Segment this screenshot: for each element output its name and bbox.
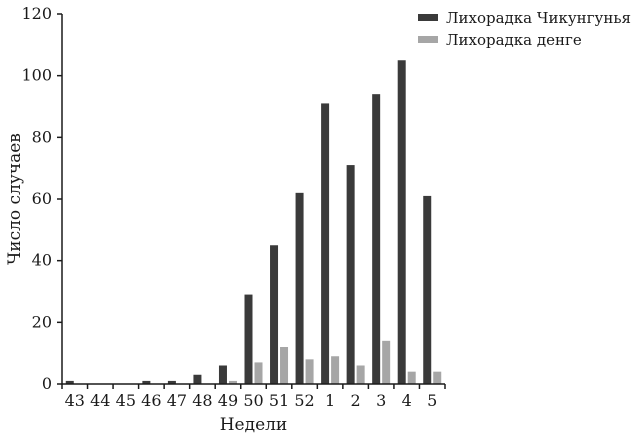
bar-series-2 [305, 359, 314, 384]
x-axis-ticks: 43 44 45 46 47 48 49 50 51 52 1 2 3 4 5 [61, 384, 446, 410]
y-axis-title: Число случаев [5, 133, 25, 265]
bar-series-2 [433, 371, 442, 384]
x-tick-label: 51 [269, 391, 289, 410]
x-tick-label: 1 [325, 391, 335, 410]
y-tick-label: 100 [21, 66, 52, 85]
bar-series-1 [397, 60, 406, 384]
x-tick-label: 5 [427, 391, 437, 410]
bar-series-1 [244, 294, 253, 384]
x-tick-label: 47 [167, 391, 187, 410]
y-tick-label: 120 [21, 4, 52, 23]
x-tick-label: 50 [243, 391, 263, 410]
bar-series-1 [321, 103, 330, 385]
x-tick-label: 46 [141, 391, 161, 410]
bar-series-2 [228, 380, 237, 384]
bar-series-1 [193, 374, 202, 384]
bar-series-2 [254, 362, 263, 384]
x-tick-label: 44 [90, 391, 110, 410]
x-axis-title: Недели [220, 415, 288, 435]
bar-series-2 [280, 347, 289, 384]
bar-series-1 [65, 380, 74, 384]
bar-series-1 [346, 165, 355, 384]
bar-series-2 [331, 356, 340, 384]
y-tick-label: 60 [32, 189, 52, 208]
legend-swatch [418, 36, 438, 43]
x-tick-label: 45 [116, 391, 136, 410]
bar-series-2 [356, 365, 365, 384]
bar-series-1 [372, 94, 381, 385]
y-tick-label: 80 [32, 127, 52, 146]
legend-swatch [418, 14, 438, 21]
x-tick-label: 49 [218, 391, 238, 410]
bar-series-1 [295, 192, 304, 384]
bar-series-2 [382, 340, 391, 384]
x-tick-label: 43 [65, 391, 85, 410]
legend-label: Лихорадка Чикунгунья [446, 9, 631, 27]
bar-series-2 [407, 371, 416, 384]
x-tick-label: 3 [376, 391, 386, 410]
x-tick-label: 48 [192, 391, 212, 410]
x-tick-label: 52 [294, 391, 314, 410]
y-tick-label: 20 [32, 312, 52, 331]
legend-label: Лихорадка денге [446, 31, 582, 49]
bar-series-1 [142, 380, 151, 384]
bar-series-1 [218, 365, 227, 384]
y-tick-label: 40 [32, 251, 52, 270]
y-tick-label: 0 [42, 374, 52, 393]
y-axis-ticks: 0 20 40 60 80 100 120 [21, 4, 62, 393]
x-tick-label: 4 [402, 391, 412, 410]
bars-group [65, 60, 442, 385]
x-tick-label: 2 [351, 391, 361, 410]
bar-series-1 [270, 245, 279, 384]
bar-series-1 [423, 195, 432, 384]
bar-series-1 [167, 380, 176, 384]
legend: Лихорадка Чикунгунья Лихорадка денге [418, 9, 631, 49]
